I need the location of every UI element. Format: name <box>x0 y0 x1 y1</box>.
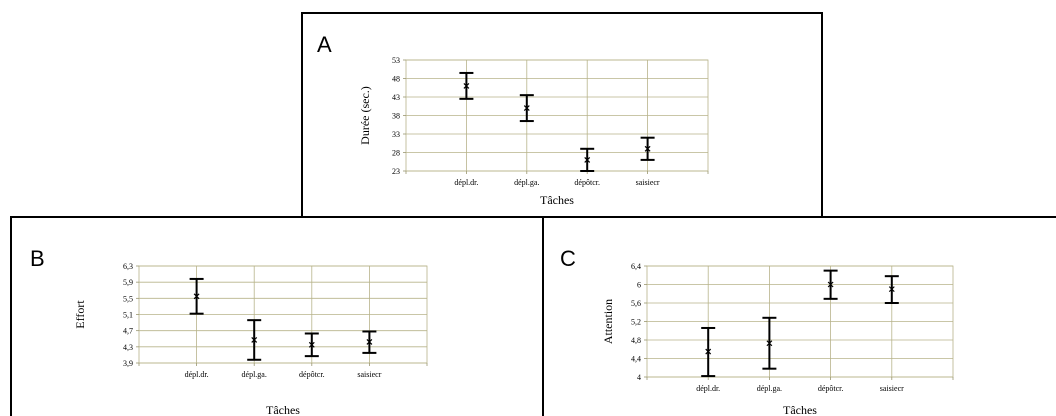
chart-a-mean-point <box>463 82 470 89</box>
chart-a-ytick-label: 23 <box>392 167 400 176</box>
chart-b-ytick-label: 5,5 <box>123 294 133 303</box>
chart-a-errorbar <box>580 147 595 172</box>
chart-b-errorbar <box>304 332 319 358</box>
chart-c-ytick-label: 4,8 <box>631 336 641 345</box>
chart-c-errorbar <box>884 275 899 304</box>
chart-a-errorbar <box>459 71 474 100</box>
chart-a-ytick-label: 53 <box>392 56 400 65</box>
chart-a-svg: 23 28 33 38 43 48 53 dépl.dr. dépl.ga. dépôtcr. sa… <box>358 56 709 207</box>
chart-b-xtick-label: dépl.ga. <box>242 370 267 379</box>
chart-c-errorbar <box>762 316 777 370</box>
chart-c-errorbar <box>701 326 716 378</box>
chart-c-mean-point <box>888 286 895 293</box>
chart-b-mean-point <box>251 336 258 343</box>
chart-a-xtick-label: dépl.dr. <box>454 178 478 187</box>
chart-c-xlabel: Tâches <box>783 403 817 416</box>
chart-a-ytick-label: 43 <box>392 93 400 102</box>
chart-b-ytick-label: 5,9 <box>123 278 133 287</box>
chart-c-ytick-label: 5,2 <box>631 318 641 327</box>
chart-c-ytick-label: 5,6 <box>631 299 641 308</box>
chart-c-ytick-label: 6,4 <box>631 262 641 271</box>
chart-b-ytick-label: 4,7 <box>123 327 133 336</box>
chart-b-ytick-label: 4,3 <box>123 343 133 352</box>
chart-a-xtick-label: dépl.ga. <box>514 178 539 187</box>
chart-b-errorbar <box>247 319 262 361</box>
chart-b-ytick-label: 5,1 <box>123 311 133 320</box>
chart-a-xtick-label: dépôtcr. <box>574 178 600 187</box>
chart-c-ytick-label: 4,4 <box>631 355 641 364</box>
chart-c-xtick-label: dépôtcr. <box>818 384 844 393</box>
chart-c-mean-point <box>766 340 773 347</box>
chart-b-xtick-label: saisiecr <box>357 370 381 379</box>
chart-panel-c: C 4 4,4 4,8 5,2 5,6 6 6,4 dépl.dr. dépl.ga. dépôt… <box>542 216 1056 416</box>
chart-b-xtick-label: dépl.dr. <box>185 370 209 379</box>
panel-label-b: B <box>30 246 45 271</box>
chart-a-errorbar <box>519 94 534 123</box>
chart-a-ytick-label: 38 <box>392 112 400 121</box>
chart-c-xtick-label: dépl.dr. <box>696 384 720 393</box>
chart-b-ytick-label: 6,3 <box>123 262 133 271</box>
chart-c-xtick-label: saisiecr <box>880 384 904 393</box>
chart-c-errorbar <box>823 269 838 300</box>
chart-b-mean-point <box>366 338 373 345</box>
chart-b-mean-point <box>308 341 315 348</box>
chart-panel-b: B 3,9 4,3 4,7 5,1 5,5 5,9 6,3 dépl.dr. dépl.ga. d… <box>10 216 544 416</box>
chart-a-xtick-label: saisiecr <box>636 178 660 187</box>
chart-a-ytick-label: 33 <box>392 130 400 139</box>
chart-c-xtick-label: dépl.ga. <box>757 384 782 393</box>
chart-b-ytick-label: 3,9 <box>123 359 133 368</box>
panel-label-c: C <box>560 246 576 271</box>
chart-b-xtick-label: dépôtcr. <box>299 370 325 379</box>
chart-c-ytick-label: 4 <box>637 373 641 382</box>
chart-panel-a: A 23 28 33 38 43 48 53 dépl.dr. dépl.ga. dépôtcr.… <box>301 12 823 218</box>
chart-b-ylabel: Effort <box>73 300 87 329</box>
chart-a-mean-point <box>523 105 530 112</box>
chart-a-ytick-label: 48 <box>392 75 400 84</box>
chart-a-xlabel: Tâches <box>540 193 574 207</box>
chart-c-mean-point <box>827 281 834 288</box>
chart-a-mean-point <box>644 145 651 152</box>
chart-b-errorbar <box>189 277 204 315</box>
chart-c-ytick-label: 6 <box>637 281 641 290</box>
chart-b-errorbar <box>362 330 377 354</box>
chart-a-ylabel: Durée (sec.) <box>358 86 372 145</box>
chart-b-xlabel: Tâches <box>266 403 300 416</box>
chart-a-ytick-label: 28 <box>392 149 400 158</box>
chart-a-mean-point <box>584 156 591 163</box>
chart-c-mean-point <box>705 348 712 355</box>
chart-c-svg: 4 4,4 4,8 5,2 5,6 6 6,4 dépl.dr. dépl.ga. dépôtcr… <box>601 262 954 416</box>
panel-label-a: A <box>317 32 332 57</box>
chart-a-errorbar <box>640 136 655 161</box>
chart-b-mean-point <box>193 293 200 300</box>
chart-c-ylabel: Attention <box>601 299 615 344</box>
chart-b-svg: 3,9 4,3 4,7 5,1 5,5 5,9 6,3 dépl.dr. dépl.ga. dép… <box>73 262 428 416</box>
